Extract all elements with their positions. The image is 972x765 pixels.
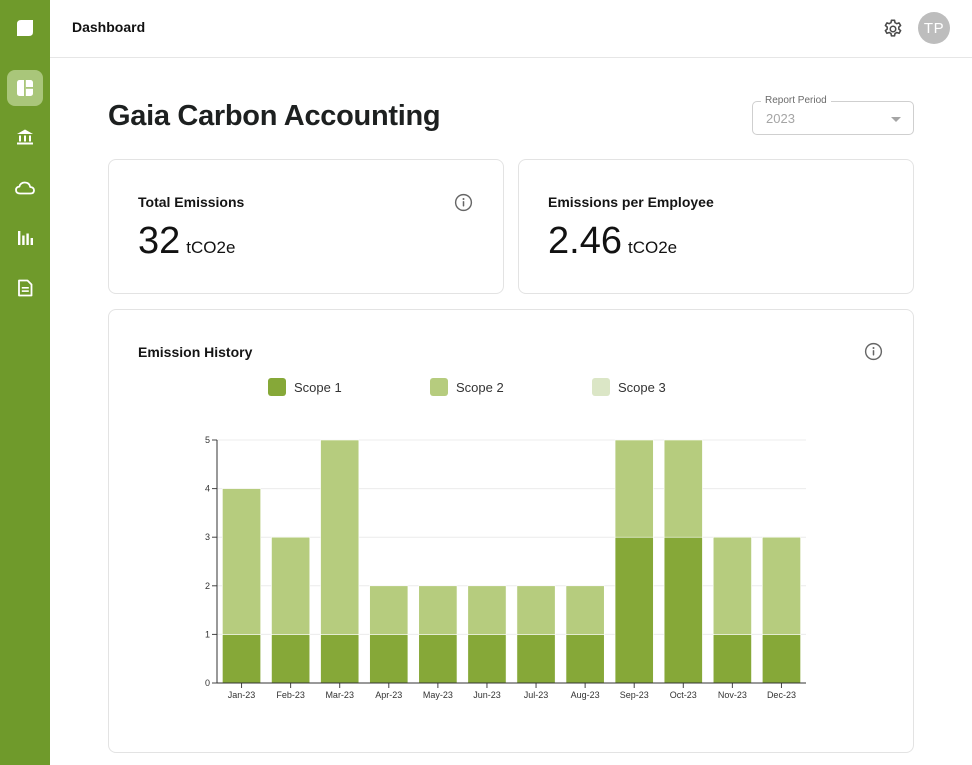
sidebar-item-analytics[interactable] (7, 220, 43, 256)
x-tick-label: Jul-23 (524, 690, 549, 700)
bar-scope-1 (516, 634, 556, 684)
bar-scope-2 (271, 536, 311, 635)
x-tick-label: May-23 (423, 690, 453, 700)
gear-icon[interactable] (882, 18, 904, 40)
bar-scope-2 (320, 439, 360, 635)
bar-scope-2 (516, 585, 556, 635)
bar-scope-1 (222, 634, 261, 684)
sidebar (0, 0, 50, 765)
chart-bars (222, 439, 801, 684)
bar-scope-1 (614, 536, 654, 684)
y-tick-label: 4 (205, 484, 210, 494)
legend-label-scope-2: Scope 2 (456, 379, 504, 395)
emissions-per-employee-title: Emissions per Employee (548, 194, 714, 210)
bar-scope-2 (418, 585, 458, 635)
x-tick-label: Mar-23 (325, 690, 354, 700)
legend-swatch-scope-3 (592, 378, 610, 396)
info-icon[interactable] (864, 342, 883, 361)
bar-scope-1 (467, 634, 507, 684)
sidebar-item-dashboard[interactable] (7, 70, 43, 106)
bar-scope-1 (712, 634, 752, 684)
x-tick-label: Aug-23 (571, 690, 600, 700)
legend-scope-2[interactable]: Scope 2 (430, 378, 504, 396)
cloud-icon (15, 181, 35, 195)
caret-down-icon (891, 117, 901, 122)
x-tick-label: Apr-23 (375, 690, 402, 700)
total-emissions-card: Total Emissions 32 tCO2e (108, 159, 504, 294)
bar-scope-2 (614, 439, 654, 538)
sidebar-item-reports[interactable] (7, 270, 43, 306)
total-emissions-title: Total Emissions (138, 194, 245, 210)
bar-scope-1 (271, 634, 311, 684)
x-tick-label: Oct-23 (670, 690, 697, 700)
document-icon (18, 279, 33, 297)
bar-scope-1 (320, 634, 360, 684)
report-period-label: Report Period (761, 95, 831, 106)
bar-scope-2 (663, 439, 703, 538)
x-tick-label: Nov-23 (718, 690, 747, 700)
bar-chart-icon (18, 231, 33, 245)
bar-scope-1 (418, 634, 458, 684)
emission-history-title: Emission History (138, 344, 253, 360)
bar-scope-2 (712, 536, 752, 635)
home-logo-button[interactable] (7, 10, 43, 46)
y-tick-label: 2 (205, 581, 210, 591)
legend-scope-3[interactable]: Scope 3 (592, 378, 666, 396)
emissions-per-employee-value: 2.46 (548, 220, 622, 262)
sidebar-item-emissions[interactable] (7, 170, 43, 206)
y-tick-label: 0 (205, 678, 210, 688)
bar-scope-2 (222, 488, 261, 635)
sidebar-item-finance[interactable] (7, 119, 43, 155)
report-period-value: 2023 (766, 111, 795, 126)
legend-swatch-scope-2 (430, 378, 448, 396)
chart-axes: 0 1 2 3 4 5 Jan-23 Feb-23 Mar-23 Apr-23 May-23 Jun-… (205, 435, 806, 700)
chart-grid (217, 439, 806, 635)
legend-label-scope-3: Scope 3 (618, 379, 666, 395)
bar-scope-1 (663, 536, 703, 684)
bar-scope-2 (762, 536, 801, 635)
x-tick-label: Jun-23 (473, 690, 501, 700)
bar-scope-2 (467, 585, 507, 635)
total-emissions-unit: tCO2e (186, 238, 236, 257)
legend-scope-1[interactable]: Scope 1 (268, 378, 342, 396)
y-tick-label: 5 (205, 435, 210, 445)
x-tick-label: Feb-23 (276, 690, 305, 700)
bar-scope-2 (565, 585, 605, 635)
legend-swatch-scope-1 (268, 378, 286, 396)
total-emissions-metric: 32 tCO2e (138, 220, 235, 263)
bar-scope-1 (369, 634, 409, 684)
bar-scope-2 (369, 585, 409, 635)
emissions-per-employee-card: Emissions per Employee 2.46 tCO2e (518, 159, 914, 294)
report-period-select[interactable]: Report Period 2023 (752, 95, 914, 135)
x-tick-label: Sep-23 (620, 690, 649, 700)
y-tick-label: 3 (205, 532, 210, 542)
topbar: Dashboard TP (50, 0, 972, 58)
emissions-per-employee-unit: tCO2e (627, 238, 678, 257)
bar-scope-1 (762, 634, 801, 684)
info-icon[interactable] (454, 193, 473, 212)
dashboard-icon (17, 80, 33, 96)
page-title: Gaia Carbon Accounting (108, 100, 441, 132)
home-icon (17, 20, 33, 36)
y-tick-label: 1 (205, 629, 210, 639)
emissions-per-employee-metric: 2.46 tCO2e (548, 220, 677, 263)
x-tick-label: Dec-23 (767, 690, 796, 700)
bank-icon (17, 129, 33, 145)
x-tick-label: Jan-23 (228, 690, 256, 700)
bar-scope-1 (565, 634, 605, 684)
total-emissions-value: 32 (138, 220, 181, 262)
legend-label-scope-1: Scope 1 (294, 379, 342, 395)
breadcrumb-dashboard: Dashboard (72, 19, 146, 35)
avatar[interactable]: TP (918, 12, 950, 44)
